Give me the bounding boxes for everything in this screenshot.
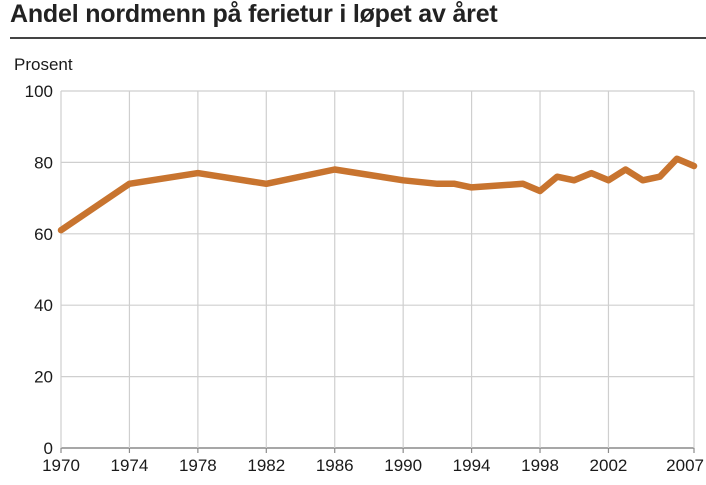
x-tick-label: 1986 <box>316 456 354 475</box>
x-tick-label: 1970 <box>42 456 80 475</box>
y-tick-label: 20 <box>34 368 53 387</box>
x-tick-label: 1990 <box>384 456 422 475</box>
y-tick-label: 100 <box>25 82 53 101</box>
x-tick-label: 1982 <box>247 456 285 475</box>
y-tick-label: 60 <box>34 225 53 244</box>
x-tick-label: 1974 <box>111 456 149 475</box>
y-tick-label: 40 <box>34 296 53 315</box>
series-lines <box>57 155 698 234</box>
title-divider <box>10 37 706 39</box>
x-tick-label: 1994 <box>453 456 491 475</box>
series-line <box>57 155 698 234</box>
y-axis-unit-label: Prosent <box>14 55 73 74</box>
y-tick-label: 80 <box>34 153 53 172</box>
y-tick-label: 0 <box>44 439 53 458</box>
x-tick-labels: 1970 1974 1978 1982 1986 1990 1994 1998 2002 2007 <box>42 456 704 475</box>
chart-grid <box>60 90 695 453</box>
y-tick-labels: 0 20 40 60 80 100 <box>25 82 53 458</box>
chart-title: Andel nordmenn på ferietur i løpet av år… <box>10 0 498 28</box>
x-tick-label: 1998 <box>521 456 559 475</box>
x-tick-label: 2007 <box>666 456 704 475</box>
x-tick-label: 2002 <box>590 456 628 475</box>
x-tick-label: 1978 <box>179 456 217 475</box>
